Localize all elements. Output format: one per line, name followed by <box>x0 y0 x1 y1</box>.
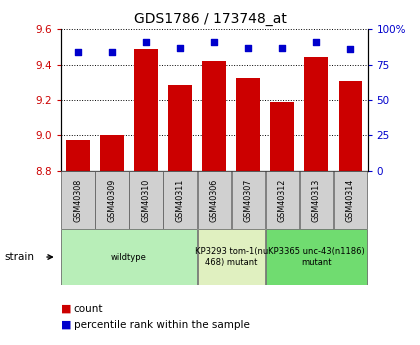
Bar <box>270 102 294 171</box>
Text: GDS1786 / 173748_at: GDS1786 / 173748_at <box>134 12 286 26</box>
Bar <box>61 171 94 229</box>
Point <box>279 45 286 50</box>
Bar <box>236 78 260 171</box>
Text: KP3293 tom-1(nu
468) mutant: KP3293 tom-1(nu 468) mutant <box>194 247 268 267</box>
Bar <box>61 229 197 285</box>
Bar <box>202 61 226 171</box>
Text: GSM40311: GSM40311 <box>176 178 185 222</box>
Point <box>347 46 354 52</box>
Bar <box>231 171 265 229</box>
Text: GSM40314: GSM40314 <box>346 178 355 222</box>
Bar <box>300 171 333 229</box>
Text: GSM40310: GSM40310 <box>142 178 150 222</box>
Bar <box>163 171 197 229</box>
Text: GSM40308: GSM40308 <box>74 178 82 222</box>
Bar <box>66 140 90 171</box>
Bar <box>168 85 192 171</box>
Text: ■: ■ <box>61 320 71 330</box>
Text: GSM40312: GSM40312 <box>278 178 287 222</box>
Bar <box>304 57 328 171</box>
Bar <box>197 171 231 229</box>
Bar <box>197 229 265 285</box>
Bar <box>339 81 362 171</box>
Text: GSM40306: GSM40306 <box>210 178 219 222</box>
Bar <box>129 171 163 229</box>
Text: GSM40313: GSM40313 <box>312 178 321 222</box>
Text: wildtype: wildtype <box>111 253 147 262</box>
Text: KP3365 unc-43(n1186)
mutant: KP3365 unc-43(n1186) mutant <box>268 247 365 267</box>
Point <box>245 45 252 50</box>
Text: GSM40309: GSM40309 <box>108 178 116 222</box>
Bar <box>100 135 124 171</box>
Point <box>211 39 218 45</box>
Text: GSM40307: GSM40307 <box>244 178 253 222</box>
Text: count: count <box>74 304 103 314</box>
Bar <box>334 171 367 229</box>
Point <box>75 49 81 55</box>
Bar <box>265 171 299 229</box>
Point <box>143 39 150 45</box>
Point <box>177 45 184 50</box>
Text: strain: strain <box>4 252 34 262</box>
Point <box>313 39 320 45</box>
Text: ■: ■ <box>61 304 71 314</box>
Bar <box>134 49 158 171</box>
Point <box>109 49 116 55</box>
Text: percentile rank within the sample: percentile rank within the sample <box>74 320 249 330</box>
Bar <box>265 229 367 285</box>
Bar <box>95 171 129 229</box>
